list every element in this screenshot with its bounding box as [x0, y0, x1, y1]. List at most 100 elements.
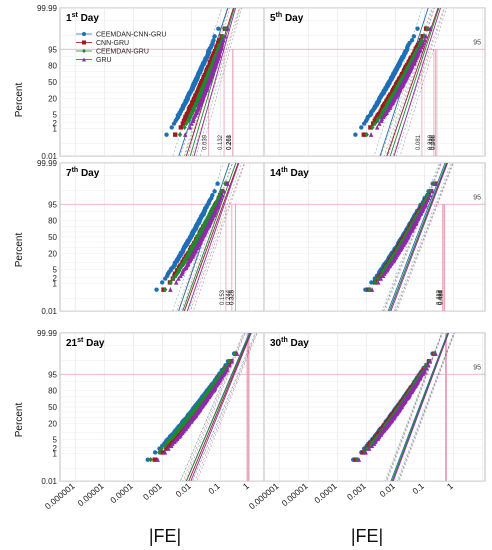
y-tick-label: 0.01 [41, 477, 57, 486]
y-tick-label: 80 [48, 216, 57, 225]
data-point-gru [428, 26, 433, 31]
data-point-ceemdan-cnn-gru [160, 280, 165, 285]
ci-band-ceemdan-gru [188, 163, 243, 311]
gridlines [60, 8, 281, 156]
ci-band-ceemdan-gru [395, 8, 446, 156]
data-point-gru [430, 188, 435, 194]
fit-line-ceemdan-gru [389, 8, 440, 156]
data-point-ceemdan-cnn-gru [415, 26, 420, 31]
y-tick-label: 2 [53, 274, 58, 283]
y-tick-label: 99.99 [37, 4, 58, 13]
p95-label: 95 [473, 364, 481, 371]
data-point-ceemdan-gru [221, 367, 227, 373]
ci-band-ceemdan-cnn-gru [393, 163, 452, 311]
legend-marker [82, 57, 86, 62]
fe95-value-label: 0.325 [229, 289, 235, 305]
data-point-ceemdan-gru [370, 124, 375, 131]
ci-band-ceemdan-gru [183, 8, 229, 156]
data-point-ceemdan-cnn-gru [211, 38, 216, 43]
data-point-gru [369, 443, 375, 449]
ci-band-ceemdan-gru [397, 333, 455, 481]
data-point-gru [427, 358, 433, 364]
data-point-gru [221, 188, 227, 194]
y-tick-label: 1 [53, 279, 58, 288]
data-point-ceemdan-gru [220, 369, 225, 375]
data-point-ceemdan-cnn-gru [212, 189, 217, 194]
p95-label: 95 [473, 194, 481, 201]
x-tick-label: 0.001 [141, 481, 164, 503]
fit-line-cnn-gru [386, 8, 439, 156]
data-point-gru [225, 365, 230, 371]
data-point-gru [356, 457, 362, 462]
ci-band-gru [184, 333, 246, 481]
panel-title: 21st Day [66, 337, 105, 349]
ci-band-gru [193, 163, 246, 311]
data-point-cnn-gru [164, 446, 169, 451]
fe95-value-label: 0.487 [439, 289, 445, 305]
ci-band-ceemdan-gru [383, 8, 434, 156]
fit-line-gru [390, 163, 449, 311]
data-point-ceemdan-gru [165, 439, 171, 445]
data-point-ceemdan-gru [177, 132, 183, 138]
data-point-ceemdan-gru [419, 37, 424, 43]
panel-title: 1st Day [66, 12, 99, 24]
plot-marks [264, 8, 485, 156]
data-point-ceemdan-gru [168, 279, 173, 286]
ci-band-ceemdan-gru [385, 333, 443, 481]
data-point-ceemdan-cnn-gru [152, 450, 158, 455]
data-point-cnn-gru [217, 38, 222, 43]
data-point-gru [375, 124, 380, 130]
data-point-gru [367, 445, 372, 451]
data-point-ceemdan-gru [173, 273, 178, 279]
data-point-gru [426, 362, 431, 368]
plot-marks [60, 333, 281, 481]
fe95-value-label: 0.081 [416, 134, 422, 150]
data-point-gru [170, 441, 175, 446]
x-axis-label-left: |FE| [149, 526, 181, 546]
data-point-gru [187, 124, 193, 130]
fit-line-gru [186, 163, 240, 311]
data-point-ceemdan-gru [210, 204, 216, 210]
data-point-cnn-gru [178, 125, 184, 130]
ci-band-cnn-gru [380, 8, 433, 156]
x-tick-label: 0.0001 [312, 481, 339, 506]
data-point-ceemdan-cnn-gru [409, 38, 415, 43]
ci-band-ceemdan-cnn-gru [172, 8, 223, 156]
data-point-ceemdan-cnn-gru [145, 457, 150, 462]
data-point-ceemdan-cnn-gru [369, 280, 374, 285]
data-point-gru [422, 37, 428, 43]
data-point-gru [155, 457, 160, 462]
fit-line-ceemdan-cnn-gru [178, 163, 230, 311]
fit-line-ceemdan-gru [182, 163, 237, 311]
data-point-ceemdan-cnn-gru [353, 132, 358, 137]
data-point-ceemdan-gru [162, 287, 168, 293]
x-tick-label: 0.1 [206, 481, 222, 496]
data-point-ceemdan-gru [372, 279, 378, 286]
data-point-gru [220, 40, 225, 46]
data-point-ceemdan-gru [364, 132, 369, 138]
fe95-value-label: 0.266 [431, 134, 437, 150]
x-tick-label: 0.0001 [108, 481, 135, 506]
gridlines [60, 163, 281, 311]
y-tick-label: 99.99 [37, 159, 58, 168]
data-point-gru [373, 437, 379, 443]
y-tick-label: 50 [48, 78, 57, 87]
data-point-gru [378, 275, 384, 281]
data-point-gru [226, 362, 232, 368]
y-tick-label: 50 [48, 233, 57, 242]
legend-entry: CNN-GRU [96, 40, 129, 47]
y-tick-label: 20 [48, 95, 57, 104]
y-tick-label: 2 [53, 444, 58, 453]
data-point-gru [428, 192, 433, 198]
plot-marks [60, 163, 281, 311]
x-tick-label: 0.001 [345, 481, 368, 503]
x-tick-label: 0.01 [378, 481, 397, 499]
data-point-ceemdan-gru [217, 42, 222, 48]
data-point-ceemdan-cnn-gru [411, 34, 417, 39]
panel-title: 5th Day [270, 12, 304, 24]
fit-line-cnn-gru [188, 333, 252, 481]
data-point-gru [225, 181, 230, 186]
data-point-ceemdan-gru [148, 457, 153, 463]
fe95-value-label: 0.328 [230, 289, 236, 305]
